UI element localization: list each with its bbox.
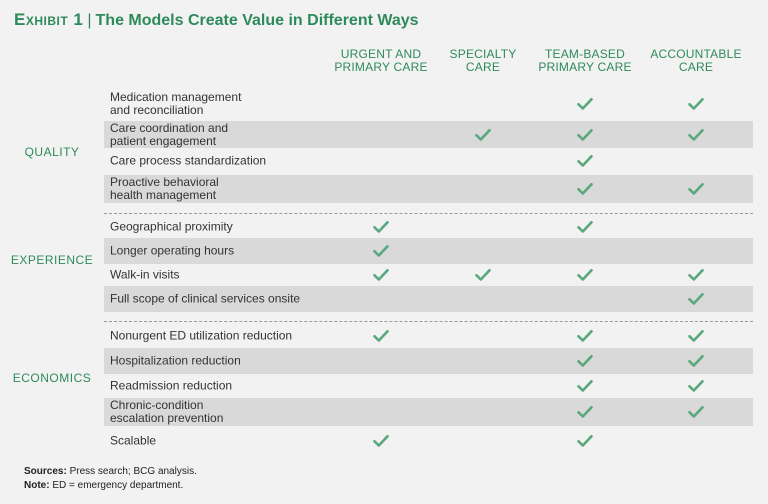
note-label: Note:	[24, 480, 50, 491]
row-label: Chronic-condition escalation prevention	[110, 399, 340, 425]
row-label: Proactive behavioral health management	[110, 176, 340, 202]
section-divider	[104, 321, 753, 322]
row-label: Care coordination and patient engagement	[110, 120, 340, 148]
checkmark-icon	[688, 406, 704, 419]
row-label: Walk-in visits	[110, 267, 340, 282]
checkmark-icon	[475, 128, 491, 141]
row-label-line1: Chronic-condition	[110, 398, 204, 412]
checkmark-icon	[373, 269, 389, 282]
column-header-line2: primary care	[538, 60, 632, 74]
checkmark-icon	[577, 380, 593, 393]
checkmark-icon	[577, 98, 593, 111]
checkmark-icon	[688, 98, 704, 111]
row-label-line2: patient engagement	[110, 133, 217, 148]
table-row: Nonurgent ED utilization reduction	[104, 323, 753, 348]
exhibit-title: Exhibit 1 | The Models Create Value in Dif…	[14, 10, 419, 30]
exhibit-number: Exhibit 1	[14, 10, 84, 29]
table-row: Chronic-condition escalation prevention	[104, 398, 753, 426]
row-label-line1: Full scope of clinical services onsite	[110, 291, 301, 306]
column-header-line2: care	[678, 60, 714, 74]
checkmark-icon	[577, 269, 593, 282]
row-label-line1: Care coordination and	[110, 120, 229, 135]
title-separator: |	[87, 12, 92, 29]
row-label: Medication management and reconciliation	[110, 91, 340, 117]
row-label-line1: Geographical proximity	[110, 219, 233, 233]
column-header-line2: primary care	[334, 60, 428, 74]
row-label-line1: Care process standardization	[110, 153, 267, 168]
sources-text: Press search; BCG analysis.	[69, 466, 197, 477]
row-label-line1: Proactive behavioral	[110, 175, 219, 189]
checkmark-icon	[577, 183, 593, 196]
row-label-line1: Readmission reduction	[110, 378, 233, 393]
row-label-line2: escalation prevention	[110, 411, 224, 425]
checkmark-icon	[688, 269, 704, 282]
row-label-line2: and reconciliation	[110, 103, 204, 117]
row-label: Readmission reduction	[110, 378, 340, 393]
row-label-line1: Nonurgent ED utilization reduction	[110, 328, 293, 342]
column-header-line1: Team-based	[544, 47, 625, 61]
checkmark-icon	[373, 435, 389, 448]
table-row: Walk-in visits	[104, 264, 753, 286]
table-row: Longer operating hours	[104, 238, 753, 264]
checkmark-icon	[373, 329, 389, 342]
note-text: ED = emergency department.	[52, 480, 184, 491]
checkmark-icon	[688, 355, 704, 368]
table-row: Full scope of clinical services onsite	[104, 286, 753, 312]
checkmark-icon	[577, 435, 593, 448]
checkmark-icon	[577, 128, 593, 141]
title-text: The Models Create Value in Different Way…	[95, 12, 419, 29]
column-header-accountable: Accountable care	[641, 48, 751, 74]
table-row: Care process standardization	[104, 148, 753, 174]
checkmark-icon	[373, 245, 389, 258]
row-label-line1: Medication management	[110, 90, 242, 104]
row-label-line1: Scalable	[110, 433, 157, 448]
column-header-line1: Urgent and	[340, 47, 422, 61]
sources-label: Sources:	[24, 466, 67, 477]
checkmark-icon	[688, 380, 704, 393]
table-row: Readmission reduction	[104, 374, 753, 398]
checkmark-icon	[688, 128, 704, 141]
section-label-experience: EXPERIENCE	[10, 253, 94, 267]
row-label: Longer operating hours	[110, 243, 340, 258]
checkmark-icon	[373, 220, 389, 233]
table-row: Scalable	[104, 428, 753, 454]
table-row: Medication management and reconciliation	[104, 88, 753, 120]
column-header-urgent: Urgent and primary care	[326, 48, 436, 74]
row-label: Hospitalization reduction	[110, 353, 340, 368]
checkmark-icon	[577, 329, 593, 342]
table-row: Geographical proximity	[104, 215, 753, 238]
column-header-specialty: Specialty care	[428, 48, 538, 74]
row-label: Scalable	[110, 433, 340, 448]
row-label: Full scope of clinical services onsite	[110, 291, 340, 306]
row-label-line2: health management	[110, 188, 217, 202]
checkmark-icon	[577, 220, 593, 233]
section-label-economics: ECONOMICS	[12, 371, 92, 385]
definition-note: Note: ED = emergency department.	[24, 480, 183, 491]
row-label: Care process standardization	[110, 153, 340, 168]
checkmark-icon	[475, 269, 491, 282]
column-header-line1: Accountable	[650, 47, 742, 61]
checkmark-icon	[688, 183, 704, 196]
sources-note: Sources: Press search; BCG analysis.	[24, 466, 197, 477]
row-label-line1: Walk-in visits	[110, 267, 180, 282]
column-header-team: Team-based primary care	[530, 48, 640, 74]
column-header-line1: Specialty	[449, 47, 517, 61]
section-label-quality: QUALITY	[24, 145, 80, 159]
row-label-line1: Hospitalization reduction	[110, 353, 241, 368]
row-label: Geographical proximity	[110, 220, 340, 233]
checkmark-icon	[577, 155, 593, 168]
checkmark-icon	[688, 293, 704, 306]
checkmark-icon	[577, 355, 593, 368]
section-divider	[104, 213, 753, 214]
row-label-line1: Longer operating hours	[110, 243, 235, 258]
column-header-line2: care	[465, 60, 501, 74]
checkmark-icon	[577, 406, 593, 419]
table-row: Hospitalization reduction	[104, 348, 753, 374]
checkmark-icon	[688, 329, 704, 342]
table-row: Proactive behavioral health management	[104, 175, 753, 203]
table-row: Care coordination and patient engagement	[104, 121, 753, 148]
row-label: Nonurgent ED utilization reduction	[110, 329, 340, 342]
